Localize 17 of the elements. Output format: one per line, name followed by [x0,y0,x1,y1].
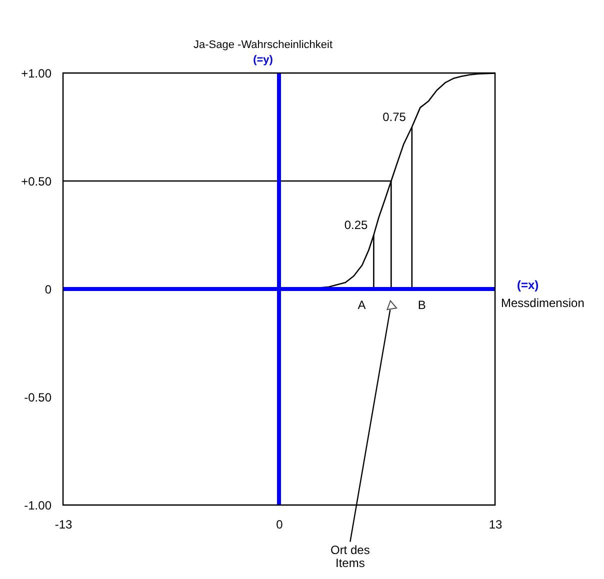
y-axis-title: Ja-Sage -Wahrscheinlichkeit [194,39,332,51]
text: (=x) [517,278,539,292]
annotation: 0.75 [382,110,406,124]
y-tick-label: -1.00 [24,498,52,512]
text: Ort des Items [330,542,370,570]
annotation: B [418,298,426,312]
y-tick-label: 0 [44,282,52,296]
x-tick-label: 13 [488,518,502,532]
y-tick-label: -0.50 [24,390,52,404]
x-axis-title: Messdimension [501,296,584,310]
x-tick-label: 0 [276,518,284,532]
annotation: A [358,298,366,312]
y-tick-label: +1.00 [21,66,52,80]
annotation: 0.25 [344,218,368,232]
x-tick-label: -13 [54,518,72,532]
text: (=y) [253,54,274,66]
y-tick-label: +0.50 [21,174,52,188]
